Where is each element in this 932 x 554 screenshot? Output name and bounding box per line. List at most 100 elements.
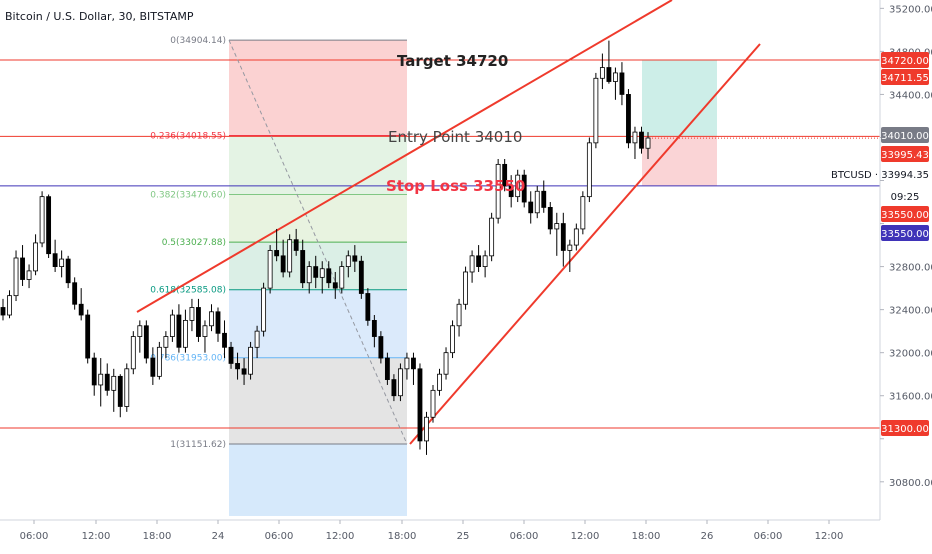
candle: [632, 131, 638, 144]
candle: [228, 346, 234, 364]
candle: [156, 346, 162, 377]
candle: [430, 389, 436, 418]
price-badges: 34720.00 34711.55 34010.00 33995.43 BTCUSD ·…: [831, 52, 929, 436]
candle: [261, 287, 267, 332]
candle: [0, 307, 6, 316]
position-loss-zone[interactable]: [642, 136, 717, 186]
price-badge-label: 34010.00: [881, 131, 929, 142]
price-badge-label: 33995.43: [881, 150, 929, 161]
candle: [391, 379, 397, 397]
candle: [163, 336, 169, 348]
candle: [358, 260, 364, 294]
price-badge: [881, 206, 929, 222]
candle: [404, 357, 410, 370]
trendline-lower[interactable]: [409, 43, 761, 445]
candle: [469, 255, 475, 273]
candle: [65, 258, 71, 284]
candle: [463, 271, 468, 305]
candle: [332, 282, 338, 289]
candle: [72, 282, 78, 305]
position-profit-zone[interactable]: [642, 60, 717, 137]
candle: [111, 375, 117, 391]
candle: [534, 190, 540, 214]
fib-zone-5: [229, 357, 407, 444]
candle: [384, 357, 390, 380]
time-tick-label: 12:00: [571, 531, 600, 542]
candle: [573, 228, 579, 246]
time-tick-label: 25: [457, 531, 470, 542]
candle: [59, 258, 65, 267]
candle: [104, 373, 110, 391]
candle: [476, 255, 482, 267]
candle: [241, 368, 247, 375]
candle: [20, 257, 25, 280]
candle: [85, 314, 91, 359]
trendline-upper[interactable]: [136, 0, 673, 313]
entry-label: Entry Point 34010: [388, 128, 522, 146]
candle: [515, 174, 521, 198]
candle: [313, 266, 319, 278]
candle: [586, 142, 592, 198]
candle: [235, 363, 240, 370]
candle: [502, 163, 508, 187]
candle: [280, 255, 286, 273]
candle: [150, 357, 156, 377]
candle: [417, 368, 423, 442]
candle: [580, 196, 586, 230]
candle: [98, 373, 104, 386]
time-tick-label: 12:00: [326, 531, 355, 542]
candle: [339, 266, 345, 289]
fib-zone-2: [229, 194, 407, 243]
price-tick-label: 31600.00: [889, 392, 932, 403]
candle: [443, 352, 449, 375]
fib-level-label: 0.786(31953.00): [150, 354, 226, 364]
candle: [456, 303, 462, 327]
candle: [639, 131, 644, 149]
candle: [482, 255, 488, 267]
candle: [267, 250, 273, 289]
time-tick-label: 24: [212, 531, 225, 542]
candle: [78, 303, 84, 316]
price-badge-label: 33550.00: [881, 210, 929, 221]
candle: [46, 196, 52, 255]
candle: [248, 346, 253, 375]
time-tick-label: 18:00: [632, 531, 661, 542]
fib-zone-0: [229, 40, 407, 136]
fib-retracement-zones[interactable]: [229, 40, 407, 516]
time-axis[interactable]: 06:00 12:00 18:00 24 06:00 12:00 18:00 25 06:00 1…: [20, 520, 844, 542]
candle: [183, 319, 188, 348]
candle: [599, 67, 605, 79]
price-tick-label: 34400.00: [889, 90, 932, 101]
fib-zone-1: [229, 135, 407, 195]
candle: [424, 416, 429, 442]
candle: [345, 255, 351, 267]
candle: [287, 239, 293, 273]
price-badge: [881, 420, 929, 436]
candle: [554, 223, 560, 230]
long-position-tool[interactable]: [642, 60, 717, 186]
fib-level-label: 0(34904.14): [170, 36, 226, 46]
price-badge-label: 31300.00: [881, 424, 929, 435]
candle: [137, 325, 143, 337]
candle: [541, 190, 547, 208]
time-tick-label: 18:00: [388, 531, 417, 542]
time-axis-bg[interactable]: [0, 520, 932, 550]
fib-level-lines: 0(34904.14) 0.236(34018.55) 0.382(33470.60…: [150, 36, 408, 450]
candle: [306, 266, 312, 284]
candle: [33, 242, 38, 272]
price-badge-label: 34711.55: [881, 73, 929, 84]
time-tick-label: 06:00: [754, 531, 783, 542]
trend-lines[interactable]: [136, 0, 761, 445]
candle: [626, 94, 631, 144]
candle: [13, 257, 19, 297]
candle: [645, 137, 651, 149]
candle: [508, 185, 514, 198]
candle: [495, 163, 501, 219]
countdown-label: 09:25: [891, 192, 920, 203]
candle: [365, 293, 371, 321]
candle: [619, 72, 625, 95]
price-axis-bg[interactable]: [880, 0, 932, 550]
candle: [189, 307, 195, 321]
